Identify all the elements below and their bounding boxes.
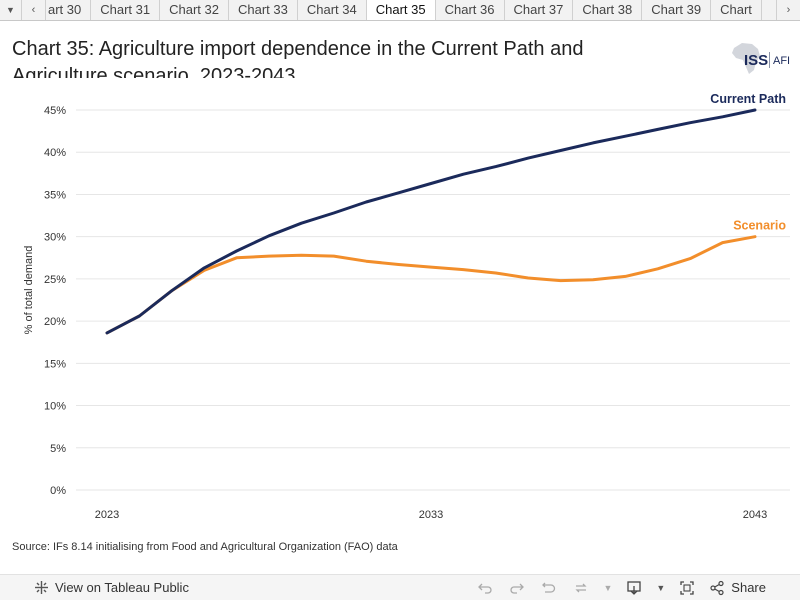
tabs: art 30 Chart 31 Chart 32 Chart 33 Chart … (46, 0, 776, 20)
tab-chart-36[interactable]: Chart 36 (435, 0, 505, 20)
fullscreen-button[interactable] (677, 578, 697, 598)
series-label-current-path: Current Path (710, 92, 786, 106)
tab-bar: ▼ ‹ art 30 Chart 31 Chart 32 Chart 33 Ch… (0, 0, 800, 21)
undo-button[interactable] (475, 578, 495, 598)
y-tick-label: 25% (44, 274, 66, 286)
tab-chart-39[interactable]: Chart 39 (642, 0, 712, 20)
y-tick-label: 30% (44, 232, 66, 244)
x-axis-ticks: 2023 2033 2043 (95, 509, 767, 521)
line-chart: 0% 5% 10% 15% 20% 25% 30% 35% 40% 45% 2023 2033 204… (23, 92, 790, 521)
undo-icon (478, 583, 493, 594)
series-line-current-path[interactable] (105, 108, 757, 335)
y-axis-ticks: 0% 5% 10% 15% 20% 25% 30% 35% 40% 45% (44, 105, 66, 497)
download-icon (627, 580, 642, 595)
tab-chart-31[interactable]: Chart 31 (91, 0, 161, 20)
revert-button[interactable] (539, 578, 559, 598)
tableau-toolbar: View on Tableau Public ▼ ▼ Share (0, 574, 800, 600)
share-label: Share (731, 580, 766, 595)
toolbar-actions: ▼ ▼ Share (475, 578, 800, 598)
logo-subtext: AFI (773, 55, 790, 67)
logo-text: ISS (744, 52, 768, 69)
series-labels: Scenario Current Path (710, 92, 786, 233)
download-dropdown-icon[interactable]: ▼ (656, 582, 666, 593)
y-tick-label: 20% (44, 316, 66, 328)
tab-list-dropdown[interactable]: ▼ (0, 0, 22, 20)
refresh-dropdown-icon[interactable]: ▼ (603, 582, 613, 593)
view-on-tableau-label: View on Tableau Public (55, 580, 189, 595)
chevron-right-icon: › (786, 4, 791, 16)
redo-button[interactable] (507, 578, 527, 598)
y-tick-label: 15% (44, 358, 66, 370)
y-tick-label: 40% (44, 147, 66, 159)
tab-scroll-right[interactable]: › (776, 0, 800, 20)
refresh-button[interactable] (571, 578, 591, 598)
series-label-scenario: Scenario (733, 219, 786, 233)
share-button[interactable]: Share (709, 580, 766, 596)
series-lines (105, 108, 757, 335)
x-tick-label: 2023 (95, 509, 119, 521)
refresh-icon (575, 583, 588, 592)
y-tick-label: 5% (50, 443, 66, 455)
y-tick-label: 10% (44, 401, 66, 413)
iss-africa-logo: ISS AFI (732, 43, 790, 74)
africa-map-icon (732, 43, 760, 74)
y-tick-label: 0% (50, 485, 66, 497)
y-tick-label: 35% (44, 189, 66, 201)
y-axis-label: % of total demand (23, 246, 35, 335)
chart-title: Chart 35: Agriculture import dependence … (12, 38, 584, 78)
redo-icon (510, 583, 525, 594)
tab-chart-35[interactable]: Chart 35 (366, 0, 436, 20)
fullscreen-icon (680, 580, 694, 595)
tab-chart-30[interactable]: art 30 (46, 0, 92, 20)
tab-chart-33[interactable]: Chart 33 (229, 0, 298, 20)
tab-chart-32[interactable]: Chart 32 (160, 0, 229, 20)
revert-icon (542, 582, 556, 593)
share-icon (710, 580, 724, 595)
chevron-left-icon: ‹ (31, 4, 36, 16)
tab-scroll-left[interactable]: ‹ (22, 0, 46, 20)
tableau-logo-icon (35, 581, 48, 594)
view-on-tableau-link[interactable]: View on Tableau Public (0, 580, 189, 595)
x-tick-label: 2033 (419, 509, 443, 521)
logo-divider (769, 52, 770, 68)
source-note: Source: IFs 8.14 initialising from Food … (12, 541, 398, 553)
download-button[interactable] (624, 578, 644, 598)
caret-down-icon: ▼ (6, 5, 15, 15)
y-tick-label: 45% (44, 105, 66, 117)
tab-chart-34[interactable]: Chart 34 (297, 0, 367, 20)
series-line-scenario[interactable] (105, 235, 757, 335)
gridlines (76, 109, 790, 491)
x-tick-label: 2043 (743, 509, 767, 521)
tab-chart-40[interactable]: Chart (711, 0, 762, 20)
tab-chart-38[interactable]: Chart 38 (573, 0, 643, 20)
tab-chart-37[interactable]: Chart 37 (504, 0, 574, 20)
